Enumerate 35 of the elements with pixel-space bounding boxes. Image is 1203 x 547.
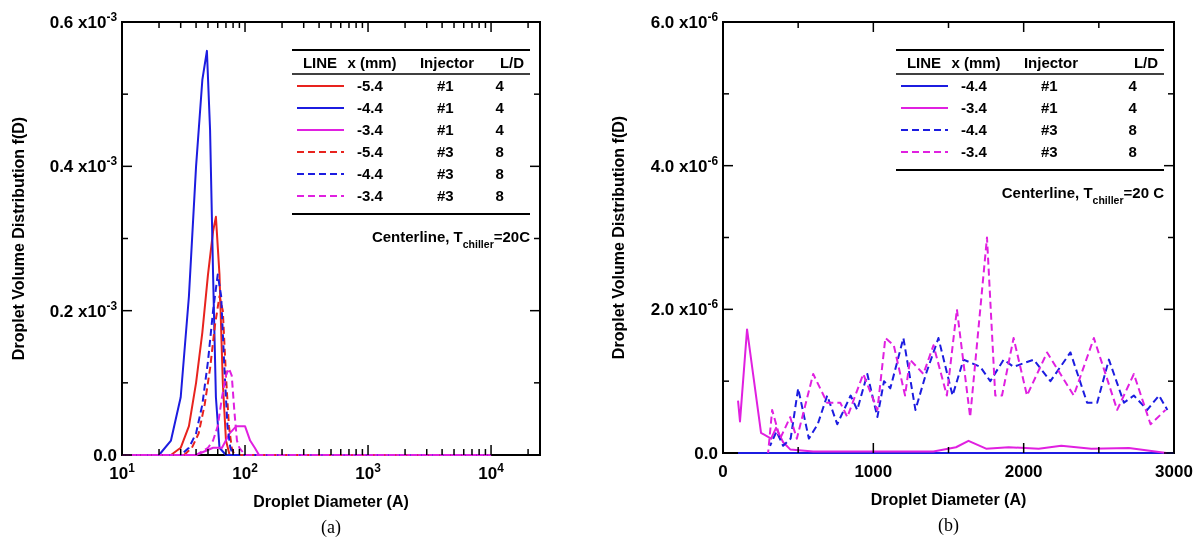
- text: (b): [938, 515, 959, 536]
- legend-label: -4.4 #1 4: [961, 77, 1138, 94]
- y-axis-title: Droplet Volume Distribution f(D): [610, 115, 627, 360]
- y-tick-label: 0.6 x10$^{-3}$: [49, 10, 118, 32]
- legend-label: -4.4 #1 4: [357, 99, 505, 116]
- legend-label: -4.4 #3 8: [357, 165, 504, 182]
- legend-label: -3.4 #3 8: [357, 187, 504, 204]
- x-tick-label: 10$^{4}$: [478, 461, 505, 483]
- x-axis-title: Droplet Diameter (A): [870, 491, 1027, 508]
- annotation: Centerline, T$_{chiller}$=20 C: [1001, 184, 1165, 206]
- text: (a): [321, 517, 341, 538]
- x-tick-label: 2000: [1004, 462, 1043, 481]
- line-series: [769, 337, 1169, 447]
- legend-label: -5.4 #1 4: [357, 77, 505, 94]
- x-axis-title: Droplet Diameter (A): [253, 493, 409, 510]
- text: LINE x (mm) Injector L/D: [302, 54, 525, 71]
- text: LINE x (mm) Injector L/D: [906, 54, 1159, 71]
- annotation: Centerline, T$_{chiller}$=20C: [371, 228, 531, 250]
- x-tick-label: 1000: [854, 462, 893, 481]
- y-tick-label: 4.0 x10$^{-6}$: [650, 153, 719, 176]
- legend-label: -3.4 #1 4: [961, 99, 1138, 116]
- y-axis-title: Droplet Volume Distribution f(D): [10, 116, 27, 361]
- y-tick-label: 6.0 x10$^{-6}$: [650, 10, 719, 32]
- y-tick-label: 2.0 x10$^{-6}$: [650, 297, 719, 320]
- legend-label: -5.4 #3 8: [357, 143, 504, 160]
- y-tick-label: 0.0: [694, 444, 718, 463]
- x-tick-label: 10$^{2}$: [232, 461, 259, 483]
- x-tick-label: 0: [718, 462, 728, 481]
- x-tick-label: 3000: [1155, 462, 1193, 481]
- legend-label: -3.4 #1 4: [357, 121, 505, 138]
- y-tick-label: 0.2 x10$^{-3}$: [49, 298, 118, 321]
- legend-label: -4.4 #3 8: [961, 121, 1137, 138]
- legend-label: -3.4 #3 8: [961, 143, 1137, 160]
- y-tick-label: 0.4 x10$^{-3}$: [49, 154, 118, 177]
- x-tick-label: 10$^{3}$: [355, 461, 382, 483]
